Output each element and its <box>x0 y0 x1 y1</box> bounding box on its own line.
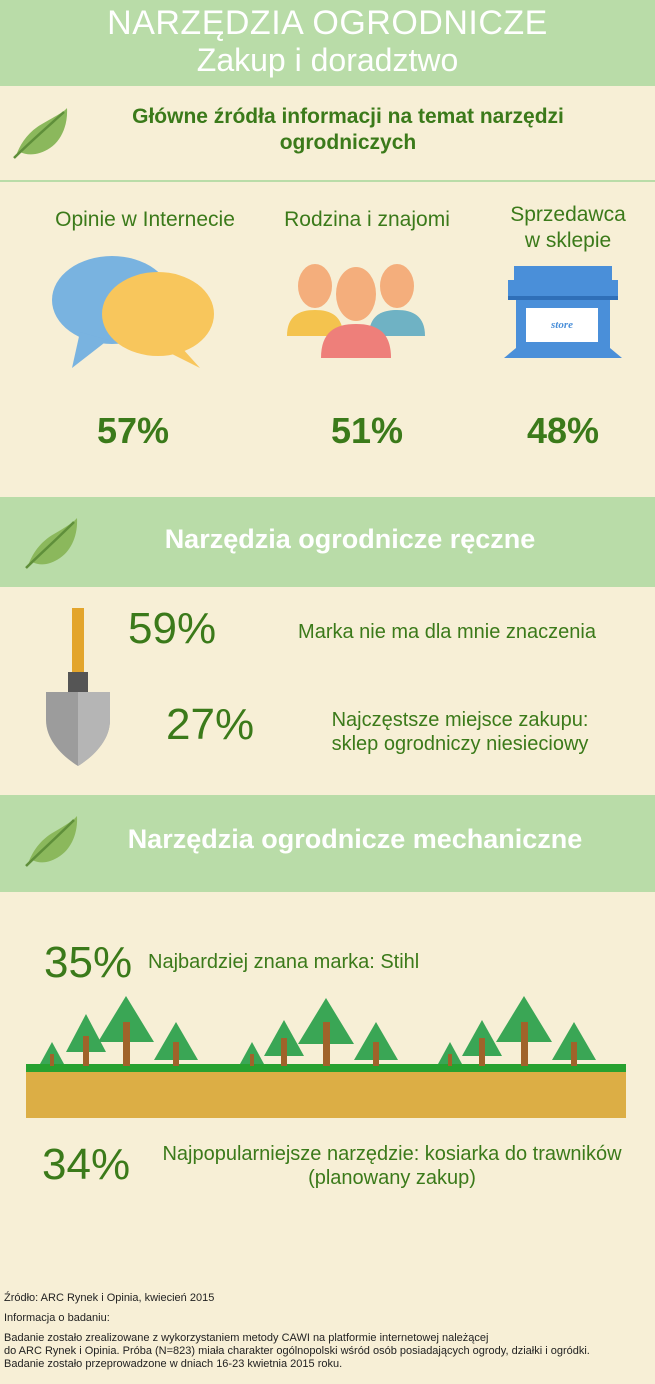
speech-bubbles-icon <box>52 256 214 368</box>
purchase-place-percent: 27% <box>166 700 255 749</box>
header-banner <box>0 0 655 86</box>
source-label-internet: Opinie w Internecie <box>55 208 235 231</box>
page-title: NARZĘDZIA OGRODNICZE <box>107 4 548 42</box>
hand-tools-band <box>0 497 655 587</box>
brand-irrelevant-text: Marka nie ma dla mnie znaczenia <box>298 621 596 643</box>
footer-info-heading: Informacja o badaniu: <box>4 1312 110 1324</box>
shovel-icon <box>46 608 110 766</box>
best-known-brand-percent: 35% <box>44 938 133 987</box>
popular-tool-text: Najpopularniejsze narzędzie: kosiarka do… <box>162 1143 622 1189</box>
leaf-icon <box>13 108 68 159</box>
tree-group-1 <box>40 996 198 1066</box>
page-subtitle: Zakup i doradztwo <box>196 42 459 78</box>
store-icon: store <box>504 266 622 358</box>
leaf-icon <box>25 816 78 867</box>
tree-group-2 <box>240 998 398 1066</box>
store-sign-text: store <box>550 319 573 331</box>
mechanical-tools-band <box>0 795 655 892</box>
tree-group-3 <box>438 996 596 1066</box>
footer-line-1: Badanie zostało zrealizowane z wykorzyst… <box>4 1332 489 1344</box>
footer-line-3: Badanie zostało przeprowadzone w dniach … <box>4 1358 343 1370</box>
footer: Źródło: ARC Rynek i Opinia, kwiecień 201… <box>4 1292 654 1371</box>
popular-tool-percent: 34% <box>42 1140 131 1189</box>
info-sources-title: Główne źródła informacji na temat narzęd… <box>132 105 564 154</box>
best-known-brand-text: Najbardziej znana marka: Stihl <box>148 951 420 973</box>
source-label-seller: Sprzedawca w sklepie <box>510 203 626 252</box>
brand-irrelevant-percent: 59% <box>128 604 217 653</box>
forest-illustration <box>26 996 626 1118</box>
source-label-family: Rodzina i znajomi <box>284 208 450 231</box>
purchase-place-text: Najczęstsze miejsce zakupu: sklep ogrodn… <box>331 709 589 755</box>
internet-percent: 57% <box>96 410 170 451</box>
footer-line-2: do ARC Rynek i Opinia. Próba (N=823) mia… <box>4 1345 590 1357</box>
leaf-icon <box>25 518 78 569</box>
mechanical-tools-title: Narzędzia ogrodnicze mechaniczne <box>127 824 583 854</box>
footer-source: Źródło: ARC Rynek i Opinia, kwiecień 201… <box>4 1292 215 1304</box>
hand-tools-title: Narzędzia ogrodnicze ręczne <box>164 524 536 554</box>
section-divider <box>0 180 655 182</box>
family-percent: 51% <box>330 410 404 451</box>
people-group-icon <box>287 264 425 358</box>
seller-percent: 48% <box>526 410 600 451</box>
